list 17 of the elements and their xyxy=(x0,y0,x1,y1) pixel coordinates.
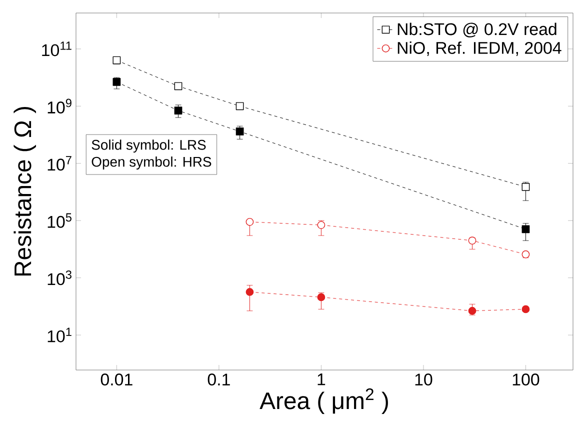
y-tick-label: 10$^{9}$ xyxy=(48,98,72,114)
x-tick-label: 10 xyxy=(415,374,432,386)
y-tick-label: 10$^{1}$ xyxy=(48,328,72,342)
x-tick-label: 1 xyxy=(318,374,326,386)
x-tick-label: 0.1 xyxy=(208,374,230,386)
x-tick-label: 100 xyxy=(512,374,540,386)
y-tick-label: 10$^{5}$ xyxy=(48,213,72,228)
legend-label: NiO, Ref. IEDM, 2004 xyxy=(398,42,562,56)
annotation: Solid symbol: LRS xyxy=(92,140,206,153)
legend-label: Nb:STO @ 0.2V read xyxy=(398,22,556,38)
x-tick-label: 0.01 xyxy=(100,374,132,386)
y-axis-title: Resistance ( Ω ) xyxy=(14,106,36,276)
x-axis-title: Area ( μm$^{2}$ ) xyxy=(260,388,388,414)
y-tick-label: 10$^{7}$ xyxy=(48,156,72,171)
y-tick-label: 10$^{11}$ xyxy=(42,42,72,56)
y-tick-label: 10$^{3}$ xyxy=(48,270,72,286)
annotation: Open symbol: HRS xyxy=(92,156,212,170)
